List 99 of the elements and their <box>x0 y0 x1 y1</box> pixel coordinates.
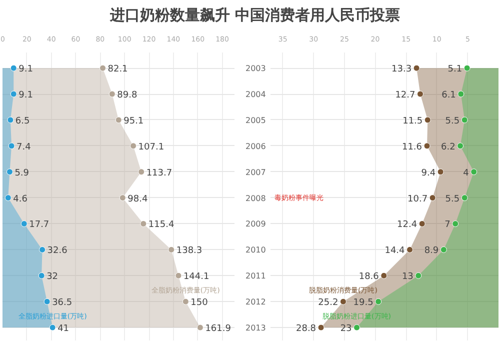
point <box>6 168 13 176</box>
data-label: 8.9 <box>424 246 439 256</box>
data-label: 10.7 <box>408 194 428 204</box>
point <box>10 64 17 72</box>
data-label: 9.1 <box>18 64 33 75</box>
data-label: 14.4 <box>384 246 406 256</box>
data-label: 82.1 <box>108 64 128 75</box>
data-label: 5.9 <box>14 168 30 178</box>
data-label: 115.4 <box>148 220 174 230</box>
point <box>140 220 147 227</box>
data-label: 98.4 <box>128 194 148 204</box>
data-label: 5.5 <box>445 116 460 126</box>
point <box>413 64 420 72</box>
y-tick-label: 2013 <box>246 324 266 333</box>
data-label: 23 <box>340 324 352 334</box>
point <box>470 168 478 176</box>
y-tick-label: 2012 <box>246 298 266 307</box>
data-label: 19.5 <box>353 298 374 308</box>
data-label: 12.4 <box>397 220 418 230</box>
data-label: 32.6 <box>47 246 68 256</box>
data-label: 28.8 <box>296 324 316 334</box>
data-label: 41 <box>58 324 70 334</box>
point <box>380 272 388 279</box>
data-label: 7.4 <box>16 142 32 152</box>
point <box>39 246 46 253</box>
point <box>418 220 426 227</box>
point <box>196 324 204 331</box>
data-label: 95.1 <box>124 116 144 126</box>
data-label: 32 <box>46 272 58 282</box>
data-label: 11.5 <box>402 116 423 126</box>
point <box>440 246 447 253</box>
point <box>138 168 145 176</box>
y-tick-label: 2010 <box>246 246 266 255</box>
y-tick-label: 2003 <box>246 64 266 74</box>
y-tick-label: 2006 <box>246 142 266 151</box>
point <box>168 246 175 253</box>
data-label: 4 <box>463 168 470 178</box>
y-tick-label: 2008 <box>246 194 266 203</box>
data-label: 161.9 <box>205 324 232 334</box>
point <box>115 116 122 124</box>
data-label: 12.7 <box>395 90 416 101</box>
data-label: 13.3 <box>392 64 412 75</box>
y-tick-label: 2005 <box>246 116 266 125</box>
point <box>44 298 50 305</box>
data-label: 4.6 <box>13 194 28 204</box>
data-label: 113.7 <box>146 168 172 178</box>
point <box>461 116 468 124</box>
point <box>375 298 382 305</box>
point <box>464 64 470 72</box>
data-label: 11.6 <box>402 142 422 152</box>
data-label: 5.5 <box>445 194 460 204</box>
point <box>20 220 28 227</box>
point <box>340 298 346 305</box>
point <box>10 90 17 98</box>
point <box>424 142 430 150</box>
data-label: 144.1 <box>183 272 210 282</box>
data-label: 7 <box>444 220 450 230</box>
point <box>8 142 15 150</box>
data-label: 9.1 <box>18 90 33 101</box>
y-tick-label: 2011 <box>246 272 266 281</box>
y-tick-label: 2009 <box>246 220 266 229</box>
y-tick-label: 2007 <box>246 168 266 177</box>
y-tick-label: 2004 <box>246 90 266 100</box>
point <box>415 272 422 279</box>
point <box>119 194 126 202</box>
point <box>38 272 45 279</box>
data-label: 89.8 <box>117 90 138 101</box>
data-label: 150 <box>190 298 208 308</box>
point <box>108 90 116 98</box>
point <box>4 194 12 202</box>
data-label: 17.7 <box>29 220 50 230</box>
point <box>461 194 468 202</box>
data-label: 6.2 <box>440 142 456 152</box>
point <box>7 116 14 124</box>
point <box>354 324 360 331</box>
point <box>318 324 324 331</box>
data-label: 107.1 <box>138 142 164 152</box>
data-label: 6.5 <box>15 116 30 126</box>
point <box>416 90 424 98</box>
point <box>406 246 414 253</box>
point <box>182 298 189 305</box>
point <box>100 64 106 72</box>
data-label: 138.3 <box>176 246 202 256</box>
point <box>452 220 459 227</box>
data-label: 36.5 <box>52 298 72 308</box>
point <box>424 116 431 124</box>
point <box>175 272 182 279</box>
point <box>437 168 444 176</box>
point <box>458 90 464 98</box>
chart-title: 进口奶粉数量飙升 中国消费者用人民币投票 <box>110 5 400 26</box>
data-label: 25.2 <box>318 298 338 308</box>
data-label: 9.4 <box>421 168 436 178</box>
point <box>49 324 56 331</box>
data-label: 13 <box>402 272 414 282</box>
data-label: 6.1 <box>442 90 456 101</box>
point <box>457 142 464 150</box>
point <box>130 142 137 150</box>
data-label: 18.6 <box>358 272 380 282</box>
point <box>429 194 436 202</box>
